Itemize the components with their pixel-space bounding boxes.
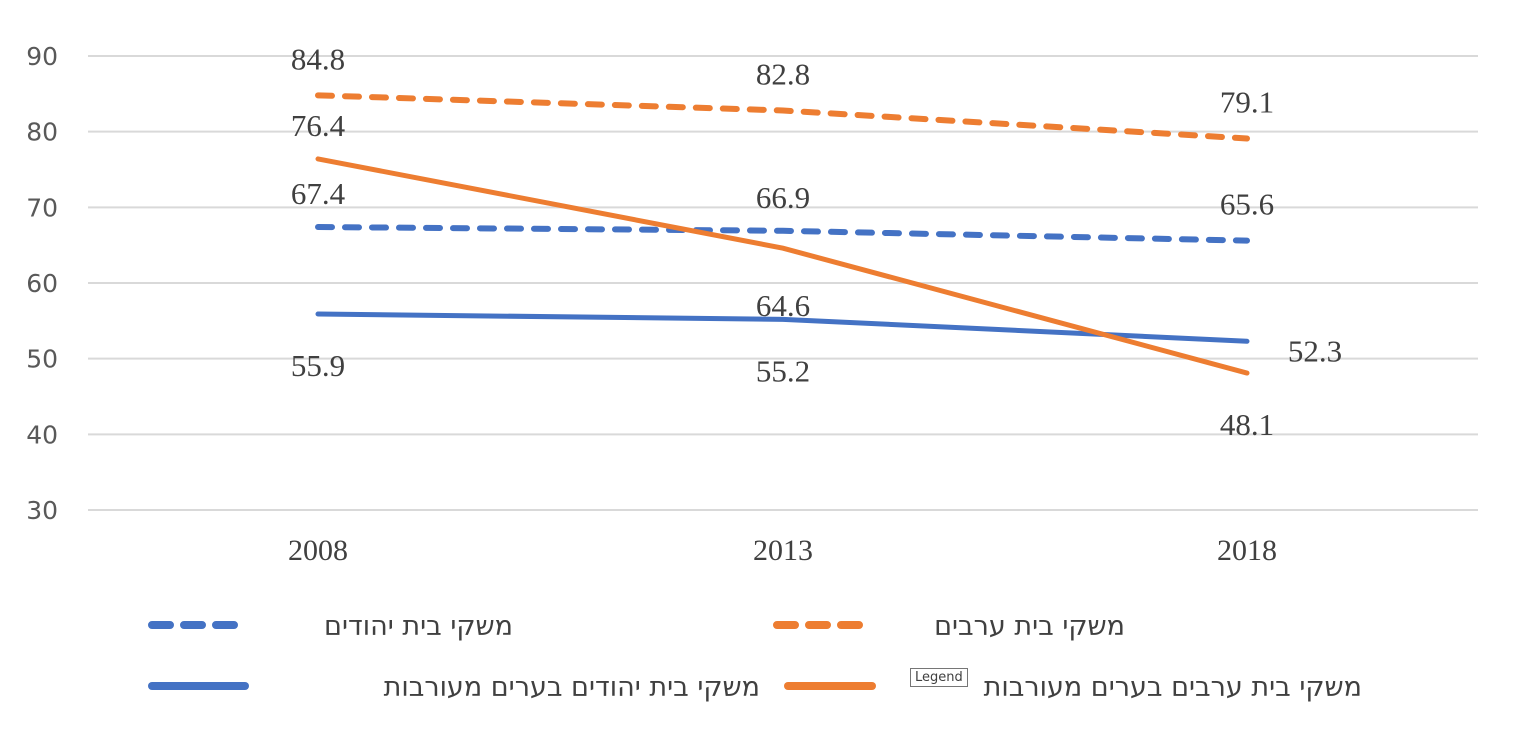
y-tick-label: 60 (26, 269, 58, 298)
y-tick-label: 30 (26, 496, 58, 525)
data-label: 76.4 (291, 108, 346, 143)
data-label: 82.8 (756, 56, 810, 91)
y-tick-label: 50 (26, 345, 58, 374)
x-tick-label: 2008 (288, 534, 348, 567)
x-tick-label: 2018 (1217, 534, 1277, 567)
data-label: 66.9 (756, 180, 810, 215)
legend-entry: משקי בית ערבים בערים מעורבות (984, 672, 1362, 703)
series-line-1 (315, 224, 1250, 244)
y-tick-label: 40 (26, 420, 58, 449)
data-label: 79.1 (1220, 84, 1274, 119)
series-line-4 (315, 156, 1250, 376)
data-label: 64.6 (756, 288, 810, 323)
data-label: 67.4 (291, 176, 346, 211)
legend-entry: משקי בית יהודים בערים מעורבות (384, 672, 760, 703)
data-label: 55.9 (291, 348, 345, 383)
legend-tooltip: Legend (910, 668, 968, 687)
legend-entry: משקי בית ערבים (934, 611, 1125, 642)
y-tick-label: 70 (26, 193, 58, 222)
x-tick-label: 2013 (753, 534, 813, 567)
data-label: 65.6 (1220, 187, 1274, 222)
data-label: 55.2 (756, 353, 810, 388)
series-line-2 (315, 92, 1250, 142)
data-label: 84.8 (291, 41, 345, 76)
y-tick-label: 90 (26, 42, 58, 71)
data-label: 52.3 (1288, 333, 1342, 368)
data-label: 48.1 (1220, 407, 1274, 442)
legend-entry: משקי בית יהודים (324, 611, 513, 642)
y-tick-label: 80 (26, 118, 58, 147)
